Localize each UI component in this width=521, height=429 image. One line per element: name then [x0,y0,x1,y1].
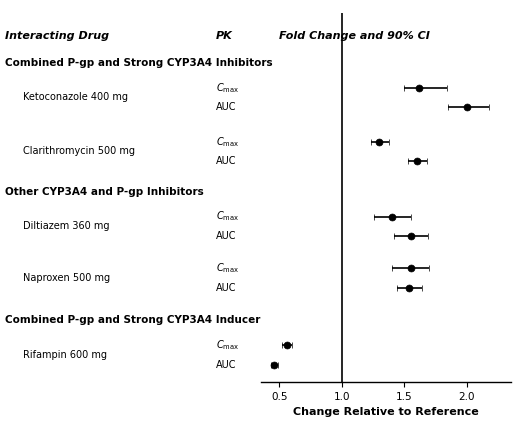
Text: Rifampin 600 mg: Rifampin 600 mg [23,350,107,360]
Text: AUC: AUC [216,283,237,293]
Text: Diltiazem 360 mg: Diltiazem 360 mg [23,221,110,231]
Text: Combined P-gp and Strong CYP3A4 Inducer: Combined P-gp and Strong CYP3A4 Inducer [5,315,260,325]
Text: AUC: AUC [216,231,237,241]
Text: $C_{\mathrm{max}}$: $C_{\mathrm{max}}$ [216,81,240,95]
Text: Fold Change and 90% CI: Fold Change and 90% CI [279,31,430,41]
X-axis label: Change Relative to Reference: Change Relative to Reference [293,407,478,417]
Text: Interacting Drug: Interacting Drug [5,31,109,41]
Text: $C_{\mathrm{max}}$: $C_{\mathrm{max}}$ [216,262,240,275]
Text: Clarithromycin 500 mg: Clarithromycin 500 mg [23,146,135,156]
Text: AUC: AUC [216,360,237,369]
Text: Naproxen 500 mg: Naproxen 500 mg [23,273,110,283]
Text: $C_{\mathrm{max}}$: $C_{\mathrm{max}}$ [216,135,240,148]
Text: AUC: AUC [216,102,237,112]
Text: $C_{\mathrm{max}}$: $C_{\mathrm{max}}$ [216,210,240,224]
Text: Ketoconazole 400 mg: Ketoconazole 400 mg [23,92,129,103]
Text: PK: PK [216,31,233,41]
Text: Other CYP3A4 and P-gp Inhibitors: Other CYP3A4 and P-gp Inhibitors [5,187,204,196]
Text: $C_{\mathrm{max}}$: $C_{\mathrm{max}}$ [216,338,240,352]
Text: AUC: AUC [216,156,237,166]
Text: Combined P-gp and Strong CYP3A4 Inhibitors: Combined P-gp and Strong CYP3A4 Inhibito… [5,58,273,68]
